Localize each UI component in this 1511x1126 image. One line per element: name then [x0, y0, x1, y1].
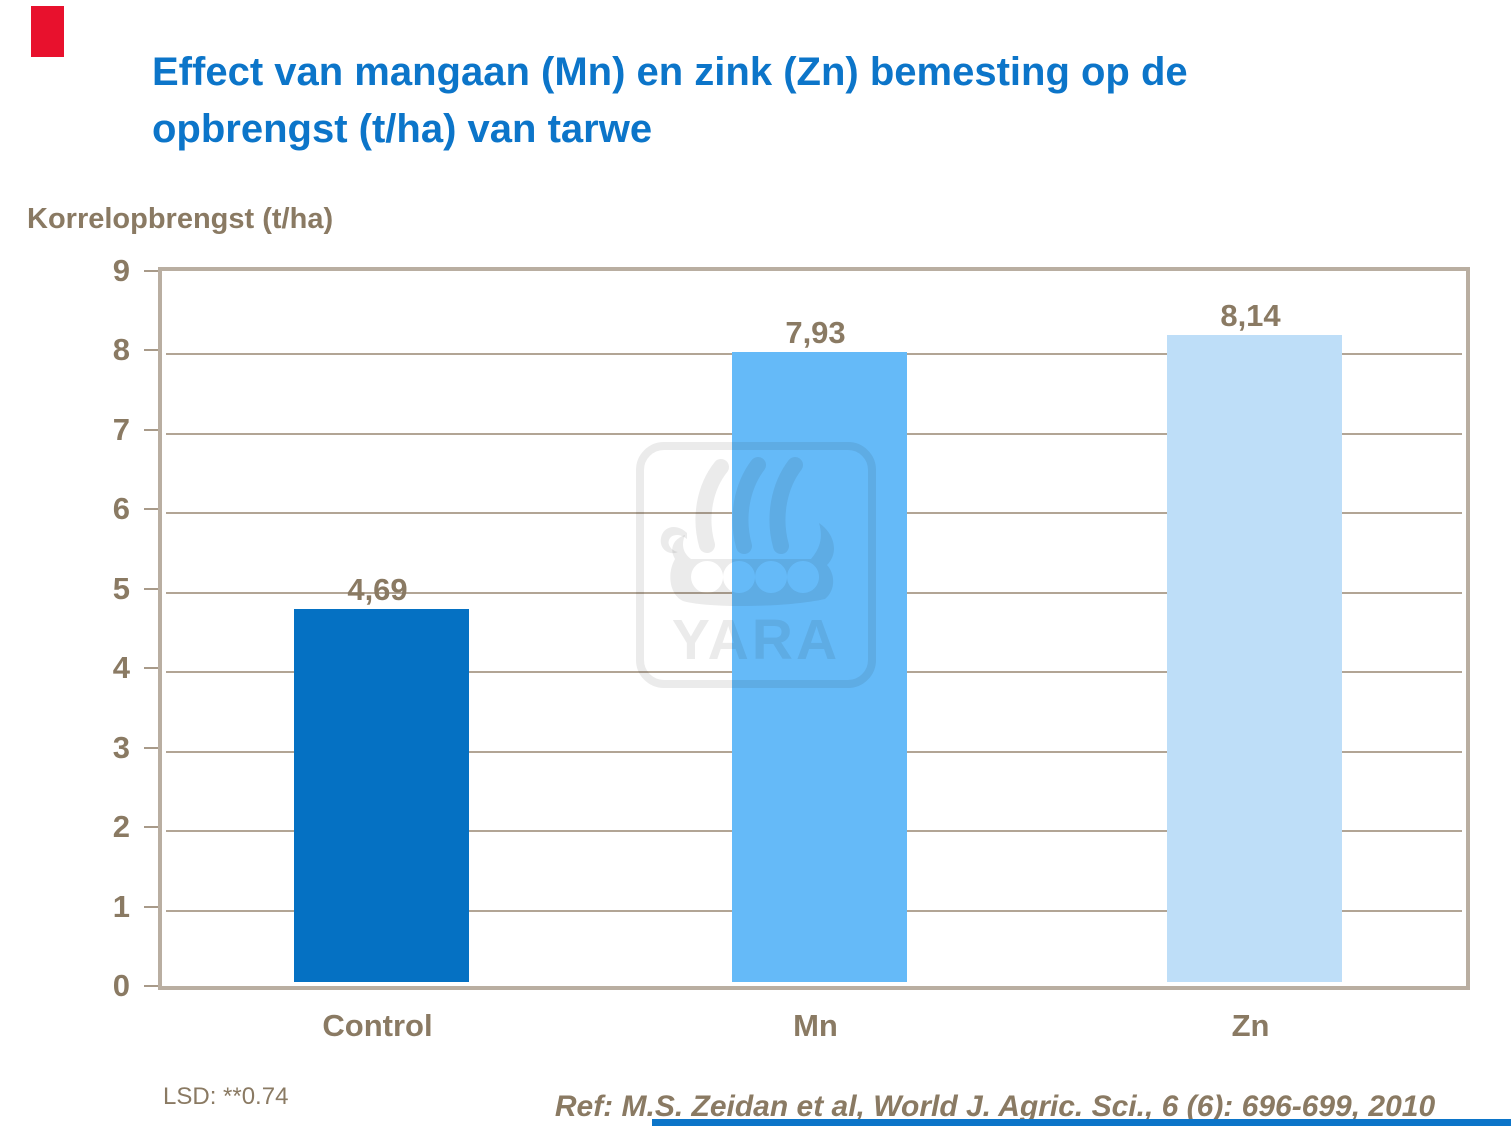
y-tick-mark — [144, 826, 158, 829]
x-axis-label-zn: Zn — [1231, 1008, 1270, 1043]
y-tick-mark — [144, 428, 158, 431]
chart-title-line1: Effect van mangaan (Mn) en zink (Zn) bem… — [152, 50, 1188, 94]
y-tick-mark — [144, 508, 158, 511]
y-axis-label: 9 — [112, 253, 130, 288]
y-tick-mark — [144, 270, 158, 272]
y-tick-mark — [144, 746, 158, 749]
y-axis-label: 0 — [112, 968, 130, 1003]
y-axis-label: 7 — [112, 411, 130, 447]
bar-mn — [732, 352, 907, 982]
plot-area — [158, 267, 1470, 990]
bar-zn — [1167, 335, 1342, 982]
y-axis-label: 3 — [112, 729, 130, 765]
plot-inner — [166, 275, 1462, 982]
bar-control — [294, 609, 469, 982]
y-axis-label: 8 — [112, 332, 130, 368]
x-axis-label-mn: Mn — [793, 1008, 838, 1043]
bar-value-label: 4,69 — [347, 572, 408, 608]
reference-note: Ref: M.S. Zeidan et al, World J. Agric. … — [554, 1090, 1436, 1123]
chart-title: Effect van mangaan (Mn) en zink (Zn) bem… — [152, 44, 1482, 158]
bar-value-label: 8,14 — [1220, 298, 1281, 334]
chart-title-line2: opbrengst (t/ha) van tarwe — [152, 107, 653, 151]
y-tick-mark — [144, 985, 158, 987]
y-axis-label: 1 — [112, 888, 130, 924]
bar-value-label: 7,93 — [785, 315, 846, 350]
lsd-note: LSD: **0.74 — [163, 1083, 289, 1110]
y-axis-label: 4 — [112, 650, 130, 686]
plot-frame — [158, 267, 1470, 990]
y-axis-label: 6 — [112, 491, 130, 527]
y-tick-mark — [144, 587, 158, 590]
y-axis-label: 2 — [112, 809, 130, 845]
y-tick-mark — [144, 905, 158, 908]
y-axis-label: 5 — [112, 570, 130, 606]
y-axis-title: Korrelopbrengst (t/ha) — [27, 203, 334, 235]
slide-accent-red-box — [31, 6, 64, 57]
y-tick-mark — [144, 667, 158, 670]
y-tick-mark — [144, 349, 158, 352]
slide-accent-bottom-bar — [652, 1119, 1511, 1126]
x-axis-label-control: Control — [322, 1008, 433, 1043]
